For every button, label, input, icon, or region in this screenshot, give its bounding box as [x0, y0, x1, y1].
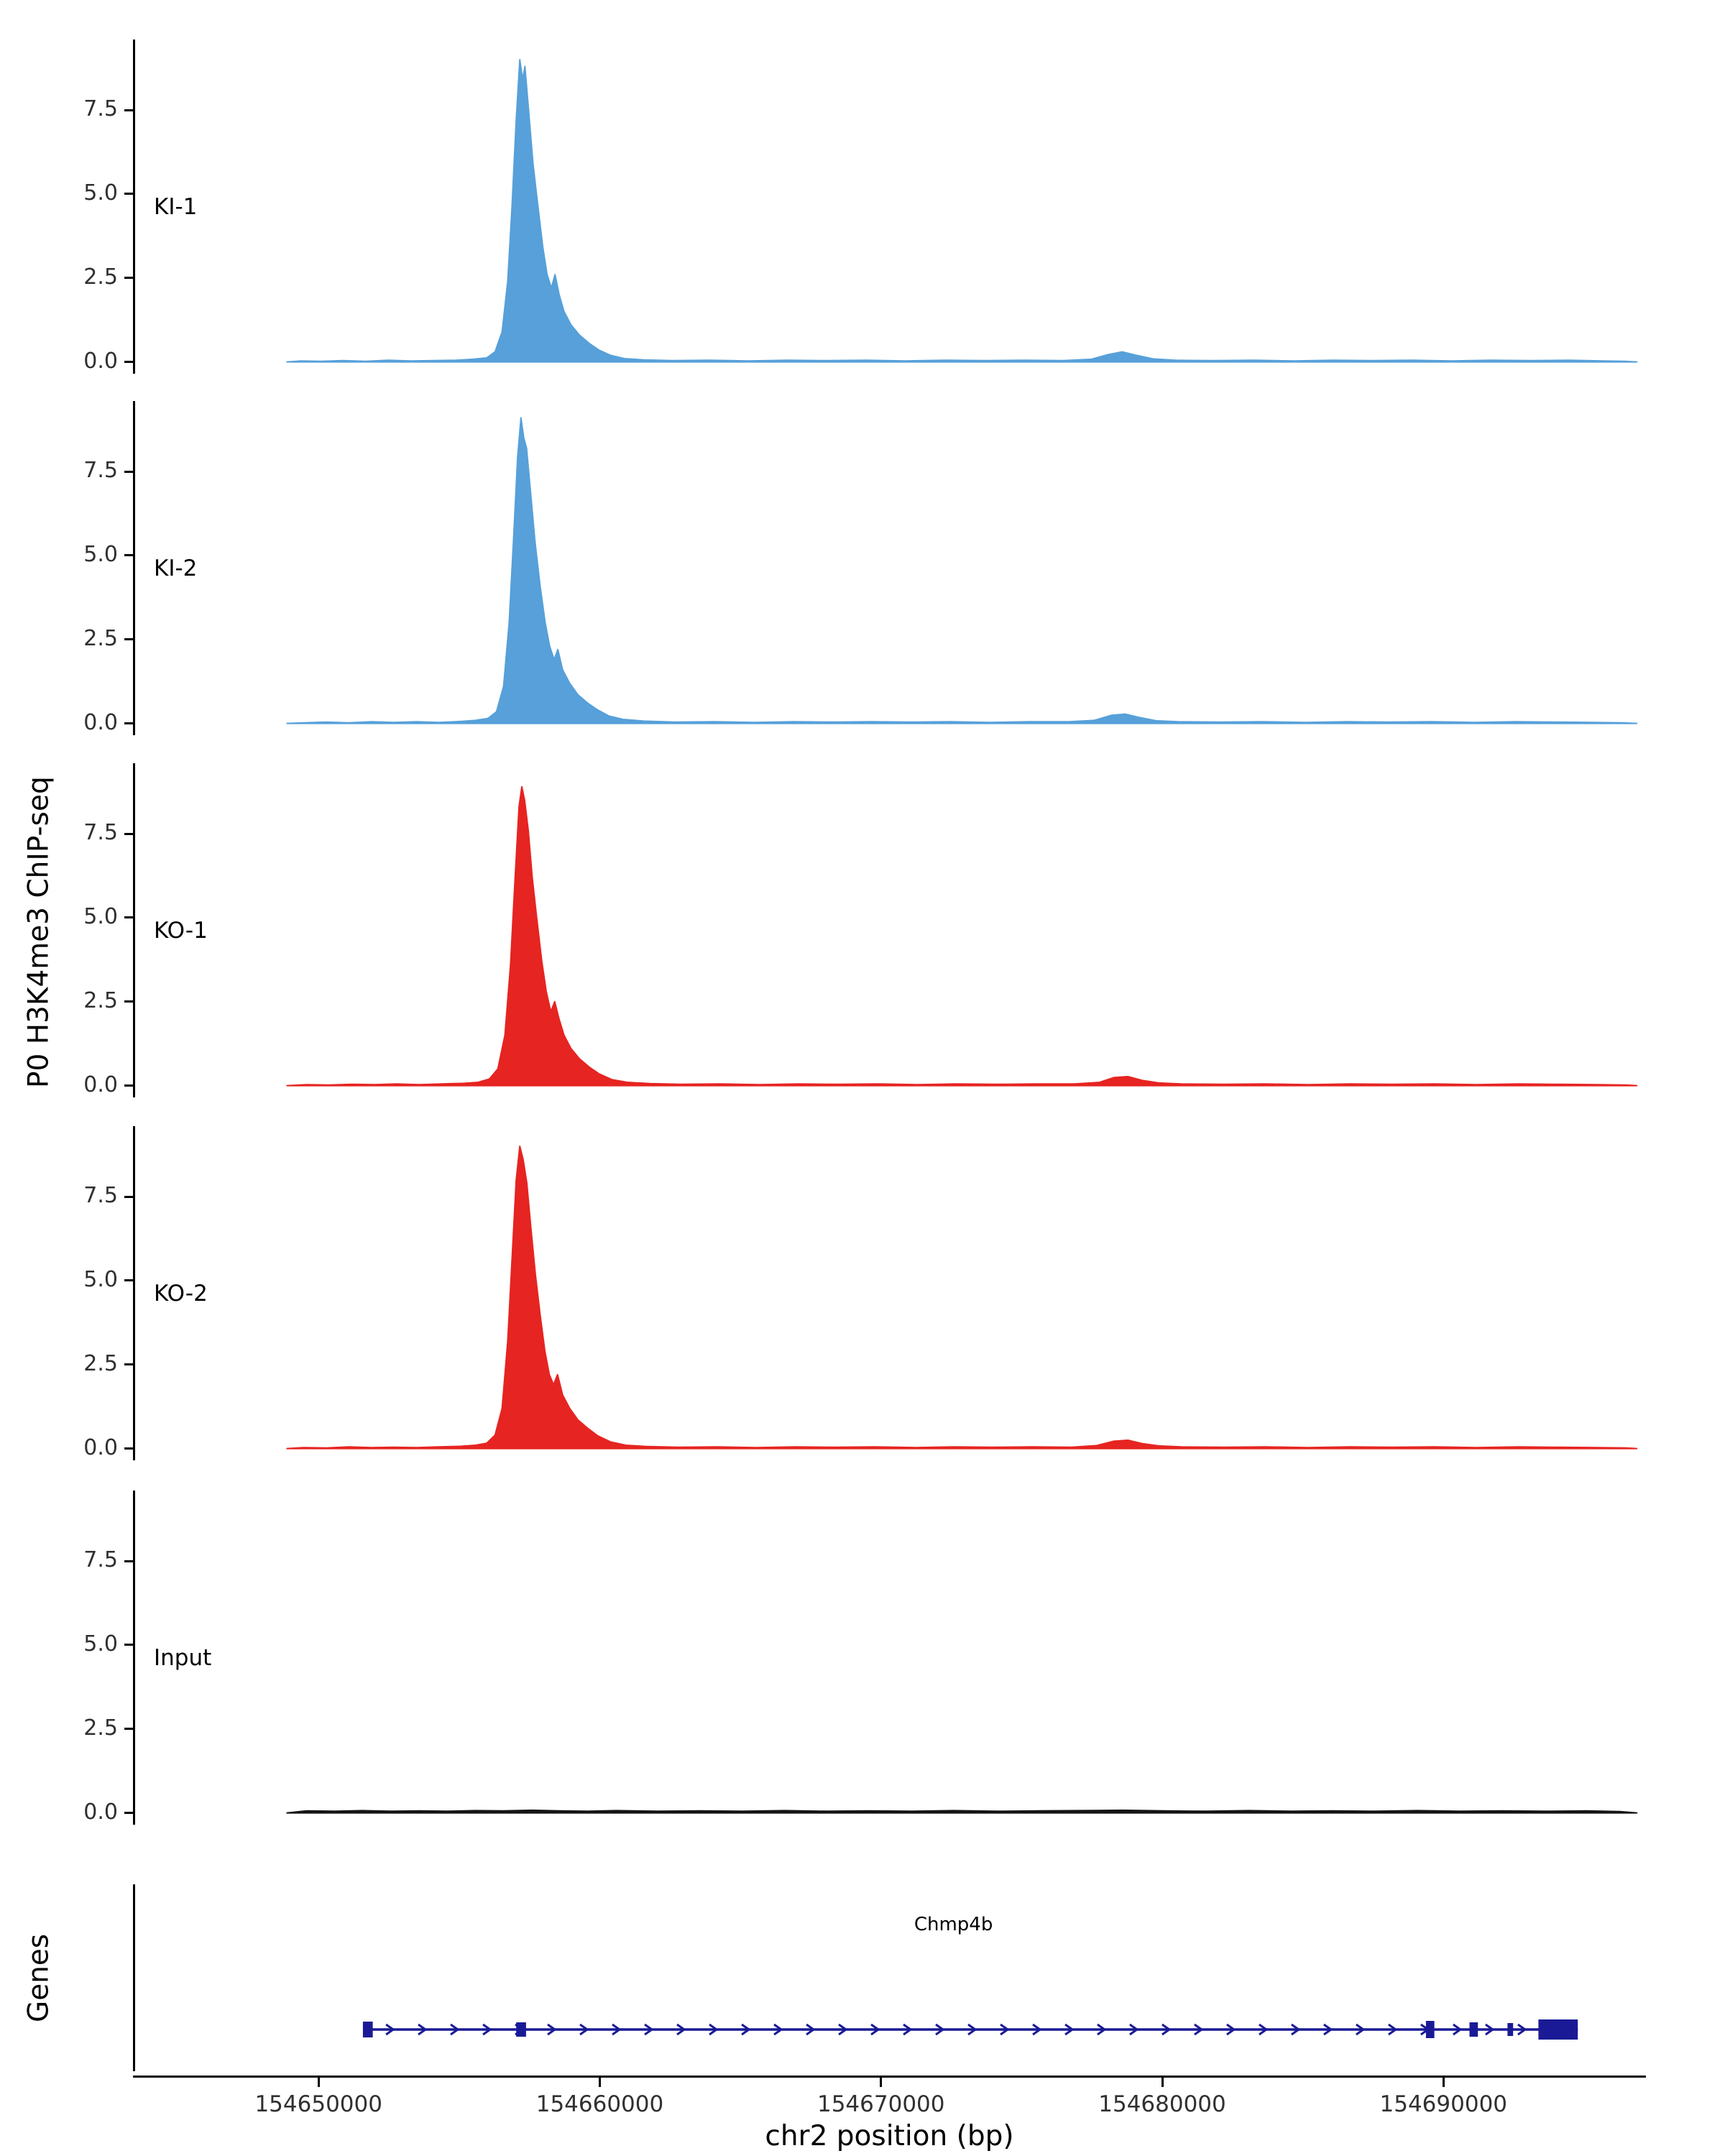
y-tick-label: 7.5	[83, 1547, 118, 1573]
y-tick-label: 0.0	[83, 1799, 118, 1825]
y-tick-label: 5.0	[83, 903, 118, 929]
x-tick-label: 154650000	[254, 2091, 382, 2117]
x-tick-mark	[1161, 2078, 1164, 2087]
signal-area-chart	[286, 1146, 1638, 1450]
y-tick-label: 5.0	[83, 180, 118, 206]
track-label: KO-1	[154, 917, 208, 944]
svg-text:Chmp4b: Chmp4b	[914, 1914, 993, 1935]
y-tick-mark	[124, 1363, 133, 1366]
y-tick-label: 5.0	[83, 1266, 118, 1292]
y-tick-label: 2.5	[83, 1350, 118, 1376]
y-tick-mark	[124, 193, 133, 195]
y-tick-mark	[124, 1195, 133, 1198]
y-tick-label: 7.5	[83, 96, 118, 122]
x-axis-line	[133, 2076, 1646, 2078]
y-tick-mark	[124, 277, 133, 280]
y-tick-mark	[124, 1812, 133, 1815]
y-tick-label: 5.0	[83, 1631, 118, 1657]
y-tick-label: 7.5	[83, 1183, 118, 1209]
x-tick-label: 154690000	[1379, 2091, 1508, 2117]
signal-area-chart	[286, 59, 1638, 363]
x-tick-label: 154660000	[535, 2091, 664, 2117]
y-tick-label: 0.0	[83, 1434, 118, 1460]
genes-axis-label: Genes	[22, 1933, 55, 2022]
y-tick-mark	[124, 1728, 133, 1731]
y-tick-mark	[124, 1279, 133, 1282]
signal-area-chart	[286, 786, 1638, 1087]
signal-area-chart	[286, 1809, 1638, 1814]
track-label: Input	[154, 1644, 212, 1671]
y-tick-label: 5.0	[83, 541, 118, 567]
gene-model-chart: Chmp4b	[362, 1914, 1578, 2040]
track-label: KI-2	[154, 555, 198, 581]
y-tick-label: 0.0	[83, 709, 118, 735]
track-label: KI-1	[154, 193, 198, 220]
x-tick-mark	[317, 2078, 320, 2087]
y-tick-label: 0.0	[83, 1072, 118, 1097]
x-tick-mark	[1442, 2078, 1445, 2087]
y-tick-label: 2.5	[83, 625, 118, 651]
track-panel-ko-1: 0.0 2.5 5.0 7.5 KO-1	[83, 763, 1648, 1097]
genes-panel: Chmp4b	[133, 1884, 1648, 2071]
y-tick-label: 2.5	[83, 264, 118, 290]
track-label: KO-2	[154, 1280, 208, 1307]
track-panel-ko-2: 0.0 2.5 5.0 7.5 KO-2	[83, 1126, 1648, 1460]
y-tick-mark	[124, 1000, 133, 1003]
y-tick-mark	[124, 638, 133, 641]
x-axis-title: chr2 position (bp)	[765, 2120, 1014, 2152]
y-tick-label: 0.0	[83, 348, 118, 374]
x-tick-label: 154670000	[816, 2091, 945, 2117]
y-tick-mark	[124, 470, 133, 473]
y-tick-label: 2.5	[83, 1715, 118, 1741]
y-tick-label: 2.5	[83, 987, 118, 1013]
x-tick-mark	[598, 2078, 601, 2087]
y-tick-mark	[124, 1447, 133, 1450]
y-tick-label: 7.5	[83, 458, 118, 484]
y-tick-mark	[124, 832, 133, 835]
x-tick-mark	[880, 2078, 883, 2087]
y-tick-mark	[124, 554, 133, 557]
y-tick-mark	[124, 109, 133, 111]
signal-area-chart	[286, 417, 1638, 724]
y-tick-label: 7.5	[83, 820, 118, 846]
y-axis-label: P0 H3K4me3 ChIP-seq	[22, 776, 55, 1088]
y-tick-mark	[124, 916, 133, 919]
x-tick-label: 154680000	[1098, 2091, 1226, 2117]
y-tick-mark	[124, 1644, 133, 1646]
track-panel-ki-1: 0.0 2.5 5.0 7.5 KI-1	[83, 40, 1648, 374]
y-tick-mark	[124, 1560, 133, 1562]
track-panel-ki-2: 0.0 2.5 5.0 7.5 KI-2	[83, 401, 1648, 735]
y-tick-mark	[124, 361, 133, 364]
y-tick-mark	[124, 722, 133, 725]
track-panel-input: 0.0 2.5 5.0 7.5 Input	[83, 1491, 1648, 1825]
y-tick-mark	[124, 1084, 133, 1087]
